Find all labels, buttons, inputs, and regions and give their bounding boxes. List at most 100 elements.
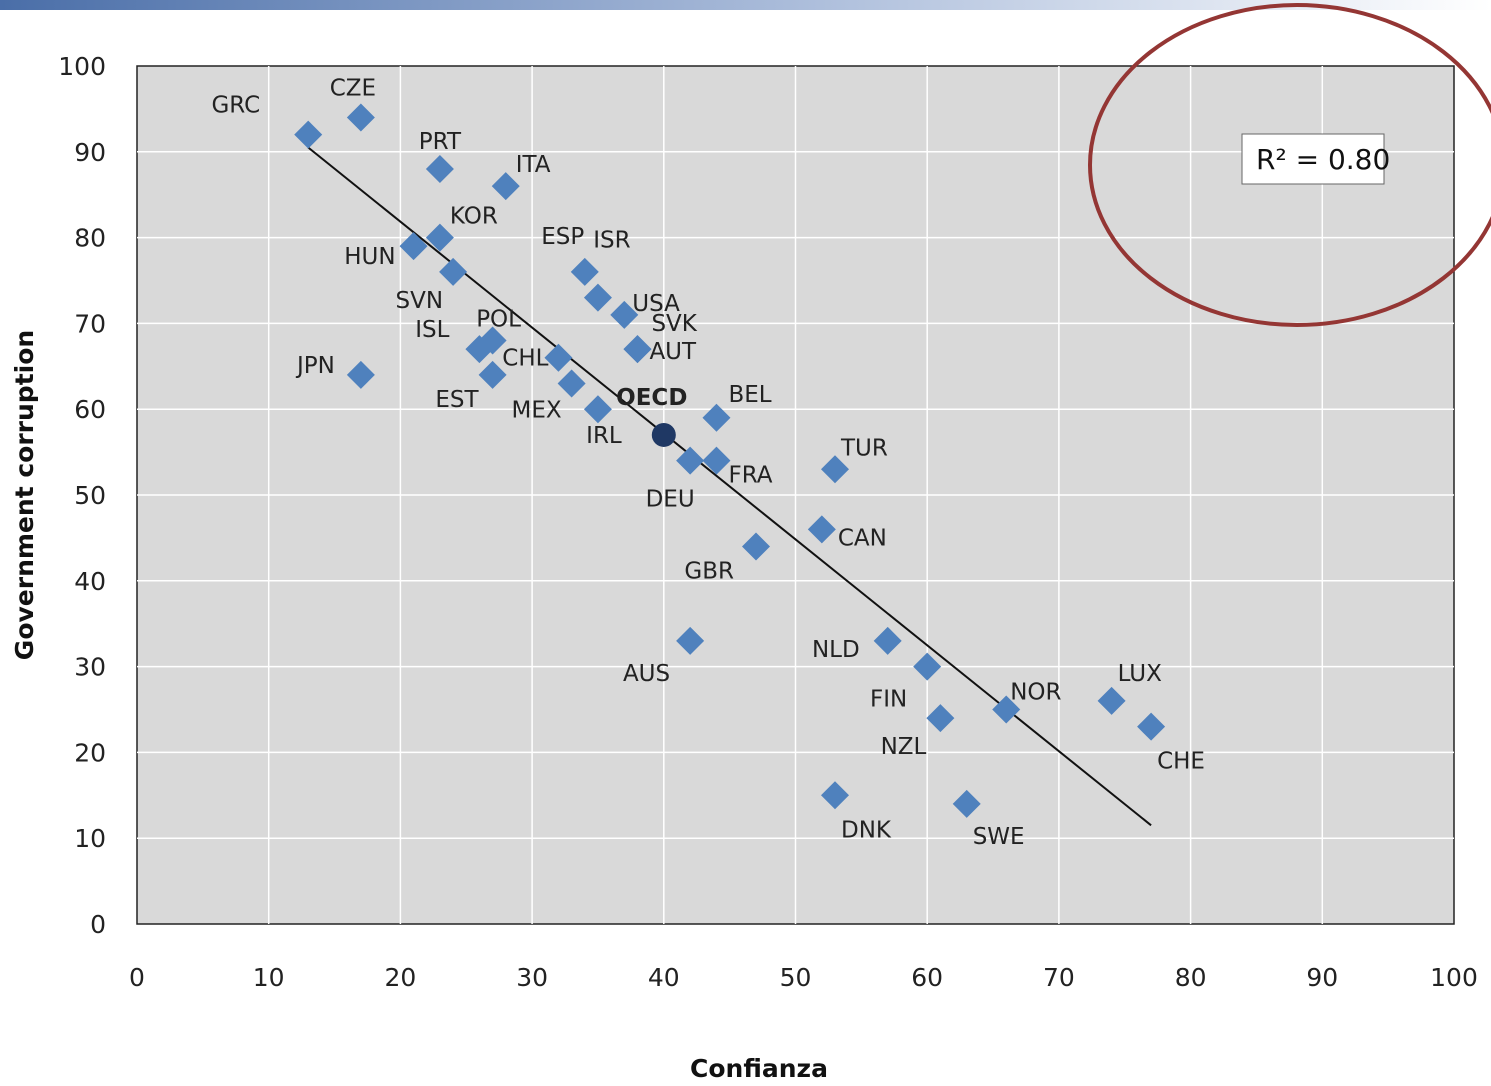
data-point-deu	[676, 446, 705, 475]
y-tick-label: 10	[74, 824, 106, 853]
point-label-swe: SWE	[973, 824, 1025, 850]
x-tick-label: 40	[648, 963, 680, 992]
data-point-prt	[425, 154, 454, 183]
highlight-circle	[1088, 3, 1491, 327]
point-label-oecd: OECD	[616, 385, 687, 411]
data-point-irl	[583, 395, 612, 424]
point-label-pol: POL	[476, 307, 521, 333]
point-label-est: EST	[435, 387, 479, 413]
y-tick-label: 60	[74, 395, 106, 424]
point-label-nld: NLD	[812, 637, 860, 663]
r2-label: R² = 0.80	[1256, 143, 1390, 176]
top-gradient-bar	[0, 0, 1491, 10]
y-tick-label: 30	[74, 653, 106, 682]
data-point-chl	[544, 343, 573, 372]
point-label-mex: MEX	[511, 397, 561, 423]
data-point-isl	[465, 335, 494, 364]
point-label-kor: KOR	[450, 204, 498, 230]
point-label-che: CHE	[1157, 749, 1205, 775]
data-point-dnk	[821, 781, 850, 810]
y-tick-label: 0	[90, 910, 106, 939]
data-point-est	[478, 360, 507, 389]
y-tick-label: 70	[74, 309, 106, 338]
data-point-cze	[346, 103, 375, 132]
y-axis-title: Government corruption	[10, 330, 39, 660]
x-tick-label: 100	[1430, 963, 1478, 992]
point-label-gbr: GBR	[684, 558, 734, 584]
point-label-deu: DEU	[646, 487, 695, 513]
point-label-hun: HUN	[344, 244, 395, 270]
data-point-lux	[1097, 686, 1126, 715]
point-label-svn: SVN	[396, 288, 444, 314]
r2-box	[1241, 133, 1385, 185]
data-point-nor	[992, 695, 1021, 724]
point-label-isr: ISR	[593, 228, 630, 254]
y-tick-label: 100	[58, 52, 106, 81]
data-point-tur	[821, 455, 850, 484]
data-point-jpn	[346, 360, 375, 389]
data-point-fin	[913, 652, 942, 681]
point-label-nor: NOR	[1010, 680, 1061, 706]
point-label-can: CAN	[838, 525, 887, 551]
data-point-fra	[702, 446, 731, 475]
data-point-usa	[610, 300, 639, 329]
data-point-gbr	[741, 532, 770, 561]
point-label-chl: CHL	[502, 346, 548, 372]
y-tick-label: 50	[74, 481, 106, 510]
point-label-cze: CZE	[330, 75, 376, 101]
point-label-nzl: NZL	[881, 734, 927, 760]
data-point-ita	[491, 172, 520, 201]
x-tick-label: 60	[911, 963, 943, 992]
data-point-esp	[570, 257, 599, 286]
data-point-nzl	[926, 704, 955, 733]
point-label-usa: USA	[632, 291, 680, 317]
y-tick-label: 90	[74, 138, 106, 167]
data-point-svn	[439, 257, 468, 286]
data-point-hun	[399, 232, 428, 261]
data-point-bel	[702, 403, 731, 432]
x-axis-title: Confianza	[690, 1054, 828, 1083]
point-label-bel: BEL	[728, 382, 771, 408]
point-label-tur: TUR	[840, 435, 888, 461]
data-point-aus	[676, 626, 705, 655]
x-tick-label: 30	[516, 963, 548, 992]
oecd-average-marker	[651, 422, 676, 447]
point-label-aut: AUT	[649, 339, 697, 365]
data-point-kor	[425, 223, 454, 252]
x-tick-label: 10	[253, 963, 285, 992]
point-label-aus: AUS	[623, 661, 670, 687]
point-label-ita: ITA	[516, 152, 551, 178]
point-label-isl: ISL	[415, 317, 449, 343]
y-tick-label: 20	[74, 738, 106, 767]
x-tick-label: 20	[384, 963, 416, 992]
y-tick-label: 80	[74, 224, 106, 253]
r2-annotation: R² = 0.80	[1241, 133, 1390, 185]
data-point-mex	[557, 369, 586, 398]
data-point-che	[1137, 712, 1166, 741]
data-point-nld	[873, 626, 902, 655]
x-tick-label: 50	[780, 963, 812, 992]
point-label-fin: FIN	[870, 687, 907, 713]
point-label-lux: LUX	[1118, 661, 1163, 687]
data-point-swe	[952, 789, 981, 818]
x-tick-label: 80	[1175, 963, 1207, 992]
point-label-prt: PRT	[419, 129, 462, 155]
data-point-isr	[583, 283, 612, 312]
data-point-can	[807, 515, 836, 544]
point-label-dnk: DNK	[841, 817, 892, 843]
tick-labels: 0 10 20 30 40 50 60 70 80 90 100 0 10 20 30 40 50 60 70 80 9…	[58, 52, 1478, 992]
point-label-fra: FRA	[728, 463, 772, 489]
point-label-svk: SVK	[651, 311, 697, 337]
x-tick-label: 70	[1043, 963, 1075, 992]
gridlines	[137, 66, 1454, 924]
x-tick-label: 90	[1306, 963, 1338, 992]
point-label-grc: GRC	[211, 93, 260, 119]
point-label-esp: ESP	[541, 224, 584, 250]
data-point-grc	[294, 120, 323, 149]
data-point-aut	[623, 335, 652, 364]
point-label-irl: IRL	[586, 423, 622, 449]
y-tick-label: 40	[74, 567, 106, 596]
point-label-jpn: JPN	[295, 353, 335, 379]
